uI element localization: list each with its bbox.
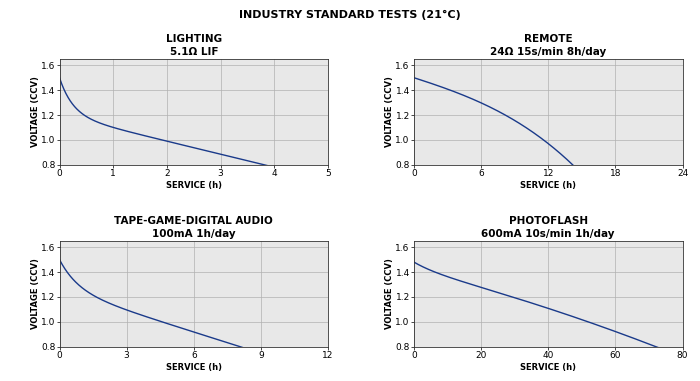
Title: REMOTE
24Ω 15s/min 8h/day: REMOTE 24Ω 15s/min 8h/day — [490, 35, 606, 57]
Title: PHOTOFLASH
600mA 10s/min 1h/day: PHOTOFLASH 600mA 10s/min 1h/day — [482, 216, 615, 239]
Y-axis label: VOLTAGE (CCV): VOLTAGE (CCV) — [31, 258, 40, 329]
X-axis label: SERVICE (h): SERVICE (h) — [520, 181, 576, 190]
X-axis label: SERVICE (h): SERVICE (h) — [520, 363, 576, 371]
X-axis label: SERVICE (h): SERVICE (h) — [166, 363, 222, 371]
Y-axis label: VOLTAGE (CCV): VOLTAGE (CCV) — [31, 77, 40, 147]
Y-axis label: VOLTAGE (CCV): VOLTAGE (CCV) — [385, 258, 394, 329]
Title: LIGHTING
5.1Ω LIF: LIGHTING 5.1Ω LIF — [166, 35, 222, 57]
X-axis label: SERVICE (h): SERVICE (h) — [166, 181, 222, 190]
Y-axis label: VOLTAGE (CCV): VOLTAGE (CCV) — [385, 77, 394, 147]
Title: TAPE-GAME-DIGITAL AUDIO
100mA 1h/day: TAPE-GAME-DIGITAL AUDIO 100mA 1h/day — [114, 216, 273, 239]
Text: INDUSTRY STANDARD TESTS (21°C): INDUSTRY STANDARD TESTS (21°C) — [239, 10, 461, 19]
